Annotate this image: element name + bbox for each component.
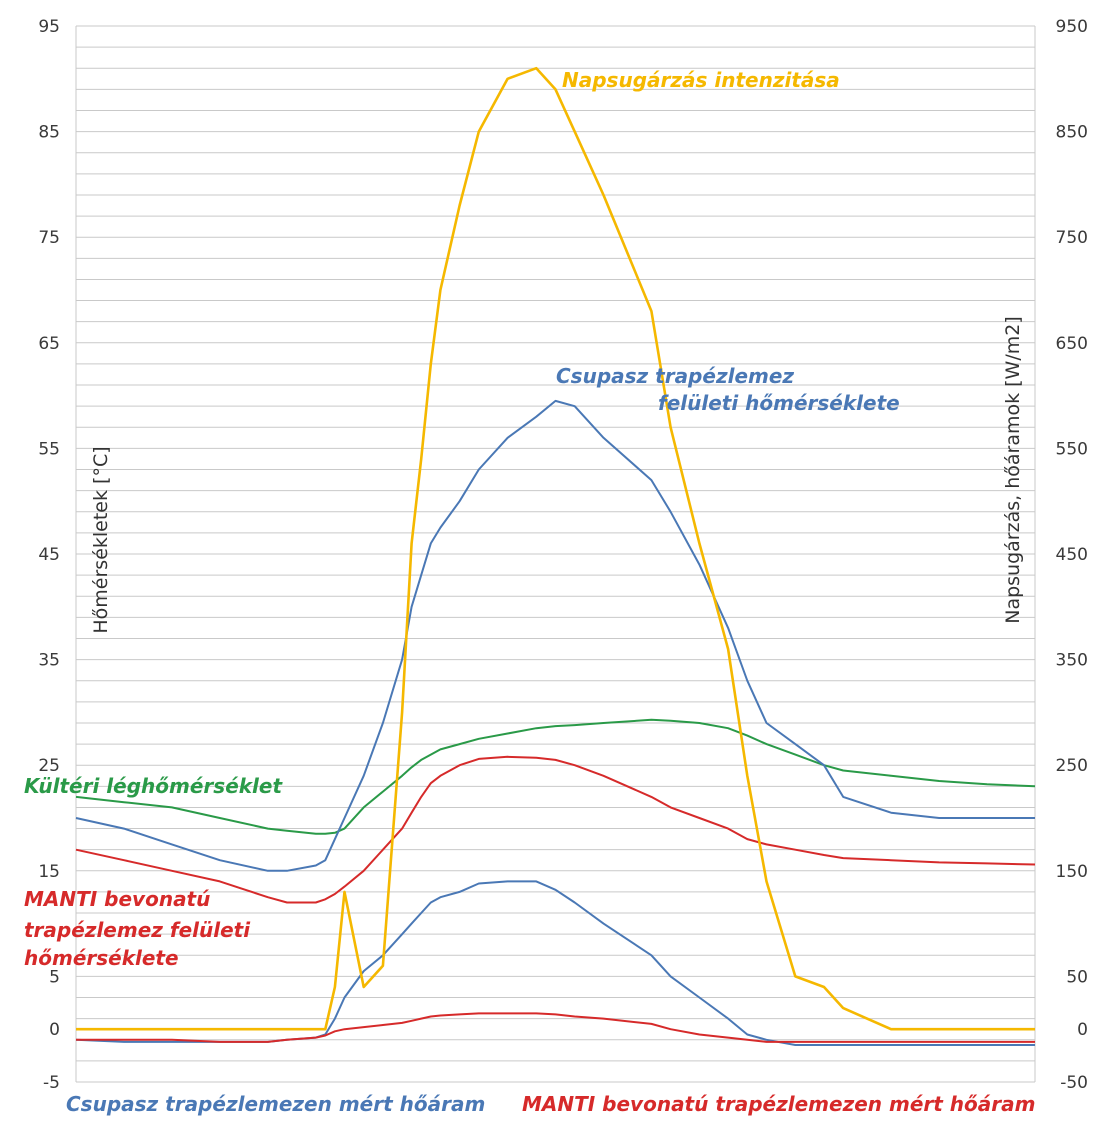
series-line-2 — [75, 718, 1036, 835]
right-tick-label: 0 — [1077, 1020, 1088, 1040]
manti-temp-label-1: MANTI bevonatú — [24, 887, 210, 911]
manti-flux-label: MANTI bevonatú trapézlemezen mért hőáram — [522, 1092, 1035, 1116]
right-tick-label: 850 — [1056, 123, 1088, 143]
right-tick-label: 250 — [1056, 756, 1088, 776]
left-axis-ticks: 95 85 75 65 55 45 35 25 15 5 0 -5 — [38, 17, 60, 1093]
left-tick-label: 65 — [38, 334, 60, 354]
left-axis-title: Hőmérsékletek [°C] — [90, 446, 112, 633]
series-line-3 — [75, 755, 1036, 904]
series-line-0 — [76, 66, 1035, 1031]
left-tick-label: 45 — [38, 545, 60, 565]
right-tick-label: 550 — [1056, 439, 1088, 459]
manti-temp-label-3: hőmérséklete — [24, 946, 179, 970]
series-line-4 — [75, 880, 1035, 1046]
right-tick-label: 150 — [1056, 862, 1088, 882]
right-tick-label: -50 — [1060, 1073, 1088, 1093]
right-tick-label: 750 — [1056, 228, 1088, 248]
left-tick-label: 0 — [49, 1020, 60, 1040]
left-tick-label: 25 — [38, 756, 60, 776]
left-tick-label: 35 — [38, 651, 60, 671]
left-tick-label: -5 — [43, 1073, 60, 1093]
right-tick-label: 350 — [1056, 651, 1088, 671]
outdoor-label: Kültéri léghőmérséklet — [24, 774, 283, 798]
right-tick-label: 950 — [1056, 17, 1088, 37]
bare-temp-label-2: felületi hőmérséklete — [658, 391, 900, 415]
left-tick-label: 75 — [38, 228, 60, 248]
right-tick-label: 650 — [1056, 334, 1088, 354]
solar-label: Napsugárzás intenzitása — [562, 68, 840, 92]
left-tick-label: 15 — [38, 862, 60, 882]
left-tick-label: 85 — [38, 123, 60, 143]
left-tick-label: 55 — [38, 439, 60, 459]
bare-flux-label: Csupasz trapézlemezen mért hőáram — [66, 1092, 485, 1116]
series-lines — [75, 66, 1036, 1046]
right-axis-ticks: 950 850 750 650 550 450 350 250 150 50 0 -50 — [1056, 17, 1088, 1093]
manti-temp-label-2: trapézlemez felületi — [24, 918, 251, 942]
series-line-5 — [76, 1012, 1035, 1043]
series-line-1 — [75, 399, 1035, 872]
right-tick-label: 50 — [1066, 967, 1088, 987]
right-axis-title: Napsugárzás, hőáramok [W/m2] — [1002, 316, 1024, 624]
right-tick-label: 450 — [1056, 545, 1088, 565]
left-tick-label: 95 — [38, 17, 60, 37]
bare-temp-label-1: Csupasz trapézlemez — [556, 364, 794, 388]
left-tick-label: 5 — [49, 967, 60, 987]
